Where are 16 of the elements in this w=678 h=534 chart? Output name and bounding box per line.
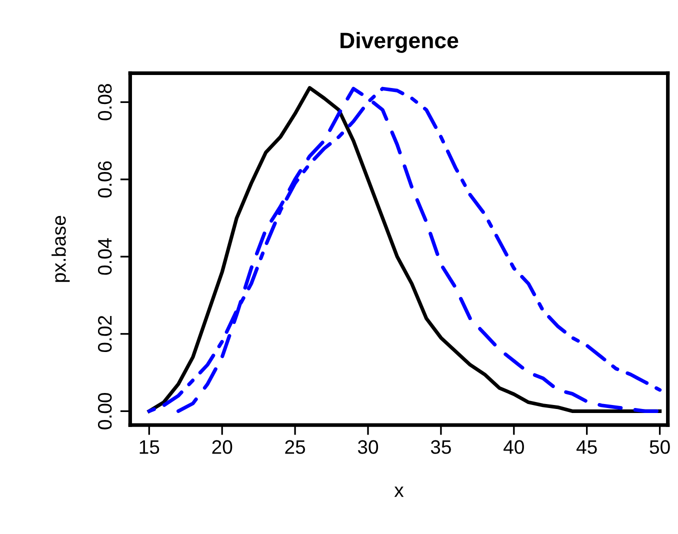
- x-axis-title: x: [394, 486, 404, 497]
- y-tick-label: 0.06: [98, 161, 112, 198]
- x-tick-label: 35: [430, 440, 451, 454]
- x-tick-label: 30: [358, 440, 378, 454]
- x-tick-label: 20: [212, 440, 232, 454]
- y-tick-label: 0.08: [98, 84, 112, 120]
- x-tick-label: 40: [504, 440, 524, 454]
- x-tick-label: 15: [140, 440, 160, 454]
- x-tick-label: 50: [650, 440, 670, 454]
- x-tick-label: 25: [285, 440, 306, 454]
- y-tick-label: 0.04: [98, 238, 112, 275]
- chart-title: Divergence: [340, 32, 458, 53]
- y-tick-label: 0.00: [98, 392, 112, 430]
- y-axis-title: px.base: [52, 216, 70, 282]
- x-tick-label: 45: [576, 440, 597, 454]
- y-tick-label: 0.02: [98, 316, 112, 352]
